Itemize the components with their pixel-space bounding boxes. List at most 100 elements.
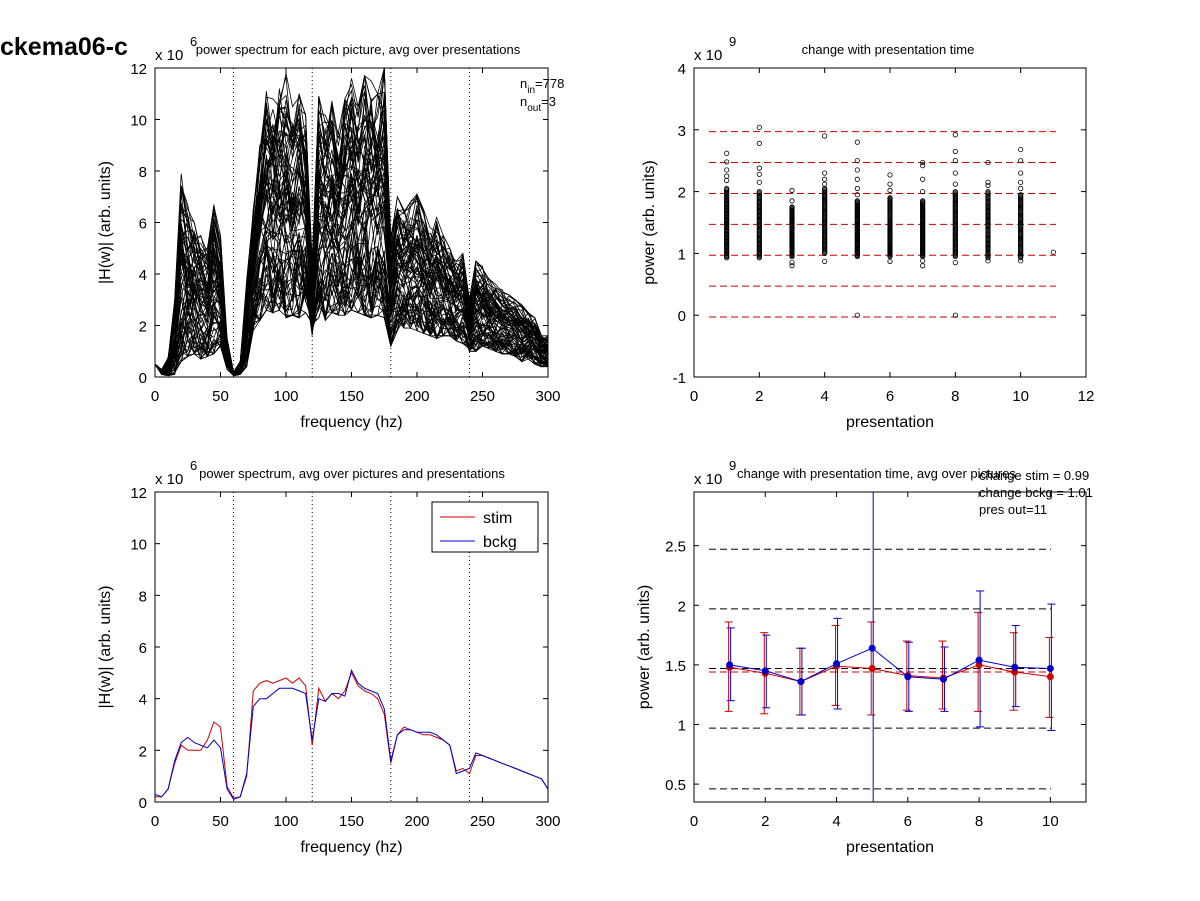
- data-point: [920, 263, 926, 269]
- data-point-bckg: [975, 656, 983, 664]
- data-point: [952, 158, 958, 164]
- legend: stim bckg: [431, 501, 539, 553]
- data-point: [854, 192, 860, 198]
- data-point: [952, 181, 958, 187]
- y-tick-label: 12: [130, 485, 147, 502]
- data-point: [756, 179, 762, 185]
- data-point-stim: [868, 664, 876, 672]
- data-point: [985, 179, 991, 185]
- data-point: [854, 176, 860, 182]
- chart-panel-average-change: 0 2 4 6 8 10 0.5 1 1.5 2 2.5 change with presentat…: [636, 458, 1093, 856]
- exponent-base: x 10: [155, 471, 183, 488]
- x-tick-label: 50: [212, 388, 229, 405]
- y-tick-label: 1: [678, 246, 686, 263]
- data-point: [724, 185, 730, 192]
- y-axis-label: |H(w)| (arb. units): [97, 161, 114, 284]
- exponent-power: 9: [729, 34, 736, 49]
- x-tick-label: 50: [212, 813, 229, 830]
- x-tick-label: 250: [470, 388, 495, 405]
- data-point-bckg: [833, 660, 841, 668]
- x-tick-label: 10: [1042, 813, 1059, 830]
- y-tick-label: 4: [139, 267, 147, 284]
- exponent-power: 9: [729, 458, 736, 473]
- y-tick-label: 4: [678, 61, 686, 78]
- y-tick-label: 0.5: [665, 777, 686, 794]
- data-point: [1018, 158, 1024, 164]
- x-tick-label: 200: [404, 813, 429, 830]
- spectrum-line: [154, 75, 549, 373]
- spectrum-line: [154, 247, 549, 376]
- data-point: [985, 159, 991, 166]
- data-point: [756, 165, 762, 171]
- spectrum-line: [154, 240, 549, 376]
- x-tick-label: 300: [535, 388, 560, 405]
- data-point: [952, 260, 958, 266]
- spectrum-line: [154, 161, 549, 375]
- x-tick-label: 300: [535, 813, 560, 830]
- chart-panel-spectrum-per-picture: 0 50 100 150 200 250 300 0 2 4 6 8 10 12 power spectr…: [97, 34, 564, 431]
- data-point-bckg: [726, 661, 734, 669]
- summary-annotation: change stim = 0.99: [979, 468, 1089, 483]
- spectrum-line: [154, 73, 549, 374]
- x-tick-label: 4: [820, 388, 828, 405]
- data-point-bckg: [761, 667, 769, 675]
- x-tick-label: 6: [886, 388, 894, 405]
- x-tick-label: 200: [404, 388, 429, 405]
- x-axis-label: frequency (hz): [300, 839, 402, 856]
- data-point: [920, 159, 926, 166]
- y-tick-label: 4: [139, 692, 147, 709]
- x-tick-label: 250: [470, 813, 495, 830]
- data-point: [952, 148, 958, 155]
- data-point: [854, 158, 860, 164]
- data-point: [854, 198, 860, 204]
- y-tick-label: 2.5: [665, 539, 686, 556]
- data-point: [724, 173, 730, 179]
- x-tick-label: 10: [1012, 388, 1029, 405]
- data-point: [724, 150, 730, 156]
- x-axis-label: frequency (hz): [300, 414, 402, 431]
- chart-title: change with presentation time, avg over …: [737, 466, 1016, 481]
- exponent-base: x 10: [694, 471, 722, 488]
- x-tick-label: 0: [690, 388, 698, 405]
- x-axis-label: presentation: [846, 839, 934, 856]
- y-tick-label: 12: [130, 61, 147, 78]
- series-line-bckg: [154, 668, 549, 801]
- data-point: [887, 172, 893, 178]
- data-point: [822, 181, 828, 187]
- data-point: [724, 177, 730, 184]
- x-tick-label: 12: [1078, 388, 1095, 405]
- y-axis-label: power (arb. units): [641, 160, 658, 285]
- spectrum-line: [154, 276, 548, 377]
- data-point: [724, 167, 730, 173]
- data-point: [789, 260, 795, 266]
- x-tick-label: 100: [273, 813, 298, 830]
- series-line-stim: [155, 671, 549, 799]
- y-tick-label: 2: [678, 598, 686, 615]
- chart-title: power spectrum for each picture, avg ove…: [196, 42, 521, 57]
- y-tick-label: 0: [139, 795, 147, 812]
- y-tick-label: 1: [678, 718, 686, 735]
- data-point: [854, 312, 860, 318]
- data-point: [1018, 185, 1024, 192]
- data-point: [822, 133, 828, 139]
- data-point: [789, 187, 795, 193]
- data-point: [854, 167, 860, 173]
- x-tick-label: 2: [755, 388, 763, 405]
- plot-frame: [693, 491, 1087, 803]
- data-point: [1018, 192, 1024, 198]
- legend-label-stim: stim: [483, 510, 512, 527]
- data-point: [985, 182, 991, 189]
- data-point-bckg: [939, 675, 947, 683]
- data-point-stim: [1046, 673, 1054, 681]
- figure-title: ckema06-c: [0, 33, 128, 61]
- y-tick-label: 6: [139, 640, 147, 657]
- y-axis-label: |H(w)| (arb. units): [97, 586, 114, 709]
- data-point: [1018, 146, 1024, 153]
- data-point: [822, 176, 828, 182]
- data-point: [724, 159, 730, 165]
- x-tick-label: 2: [761, 813, 769, 830]
- y-tick-label: 10: [130, 537, 147, 554]
- y-tick-label: 0: [139, 370, 147, 387]
- data-point: [1018, 258, 1024, 264]
